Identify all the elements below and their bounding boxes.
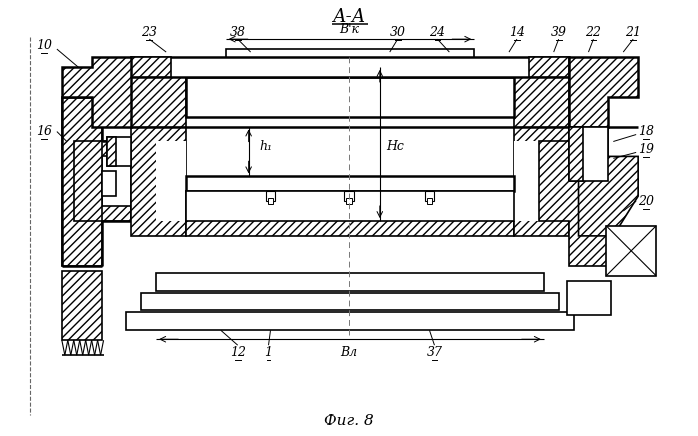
Text: Hc: Hc xyxy=(386,140,403,153)
Text: 12: 12 xyxy=(230,346,246,359)
Polygon shape xyxy=(62,57,131,126)
Bar xyxy=(267,198,274,204)
Text: 14: 14 xyxy=(509,26,525,39)
Bar xyxy=(529,57,569,77)
Bar xyxy=(156,142,186,221)
Bar xyxy=(186,191,514,221)
Bar xyxy=(141,293,558,310)
Bar xyxy=(346,198,352,204)
Bar xyxy=(74,142,102,221)
Polygon shape xyxy=(569,57,638,126)
Text: 22: 22 xyxy=(586,26,602,39)
Text: 16: 16 xyxy=(36,125,52,138)
Bar xyxy=(424,191,434,201)
Bar xyxy=(107,136,131,166)
Bar xyxy=(102,171,117,196)
Text: h₁: h₁ xyxy=(259,140,272,153)
Text: 19: 19 xyxy=(638,143,654,156)
Bar xyxy=(131,126,186,236)
Polygon shape xyxy=(62,97,131,266)
Text: 24: 24 xyxy=(429,26,445,39)
Bar xyxy=(567,281,611,315)
Bar xyxy=(344,191,354,201)
Bar xyxy=(514,126,569,236)
Text: 20: 20 xyxy=(638,194,654,208)
Polygon shape xyxy=(579,157,638,236)
Text: 18: 18 xyxy=(638,125,654,138)
Bar xyxy=(569,126,584,181)
Text: А-А: А-А xyxy=(332,8,366,26)
Text: Фиг. 8: Фиг. 8 xyxy=(324,414,374,428)
Text: 10: 10 xyxy=(36,39,52,51)
Bar xyxy=(186,77,514,117)
Bar xyxy=(131,57,171,77)
Bar xyxy=(426,198,433,204)
Bar xyxy=(265,191,276,201)
Bar xyxy=(225,49,474,67)
Bar xyxy=(569,126,609,181)
Bar xyxy=(107,136,117,166)
Bar xyxy=(131,57,569,77)
Text: 38: 38 xyxy=(230,26,246,39)
Bar xyxy=(126,313,574,330)
Text: 23: 23 xyxy=(141,26,157,39)
Bar xyxy=(514,142,544,221)
Polygon shape xyxy=(62,271,102,340)
Bar xyxy=(607,226,656,276)
Text: 21: 21 xyxy=(625,26,641,39)
Bar xyxy=(186,191,514,236)
Bar xyxy=(186,191,514,221)
Text: 37: 37 xyxy=(426,346,443,359)
Bar xyxy=(514,67,569,126)
Text: 1: 1 xyxy=(265,346,272,359)
Text: Bл: Bл xyxy=(341,346,357,359)
Text: B'к: B'к xyxy=(339,23,359,36)
Text: 30: 30 xyxy=(389,26,406,39)
Bar xyxy=(102,157,131,206)
Bar xyxy=(186,176,514,191)
Bar xyxy=(156,272,544,290)
Polygon shape xyxy=(539,97,609,266)
Bar xyxy=(131,67,186,126)
Bar xyxy=(131,67,569,126)
Text: 39: 39 xyxy=(551,26,567,39)
